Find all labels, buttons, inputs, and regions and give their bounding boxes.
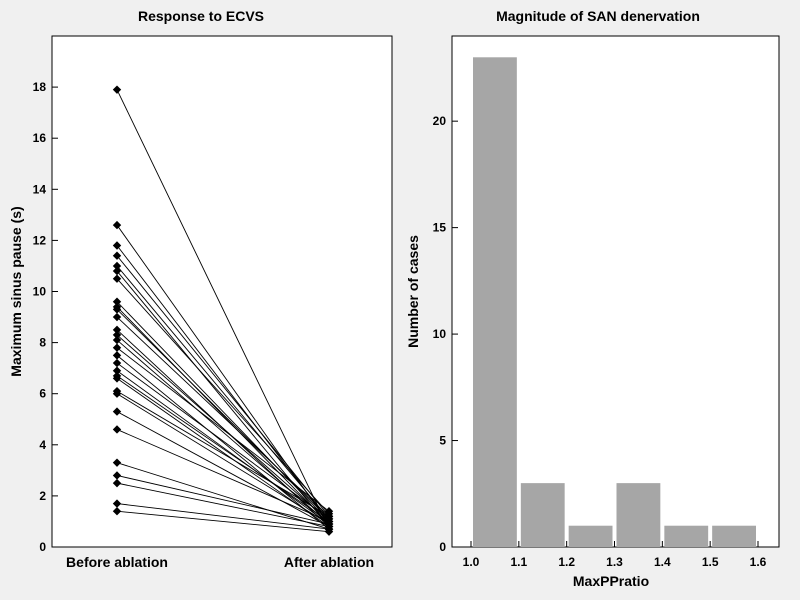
right-chart: Magnitude of SAN denervation 0 5 10 15 20 1.… bbox=[405, 8, 780, 589]
x-tick-label: 1.6 bbox=[750, 555, 767, 569]
y-tick-label: 15 bbox=[433, 221, 447, 235]
histogram-bar-1 bbox=[520, 483, 565, 547]
y-tick-label: 8 bbox=[39, 336, 46, 350]
left-series-lines bbox=[116, 89, 330, 533]
histogram-bar-0 bbox=[473, 57, 517, 548]
after-point-20 bbox=[324, 512, 334, 521]
before-point-4 bbox=[112, 261, 122, 271]
pair-line-7 bbox=[116, 301, 330, 522]
x-tick-label: 1.5 bbox=[702, 555, 719, 569]
left-chart: Response to ECVS 0 2 4 6 8 10 12 14 16 18 Before … bbox=[8, 8, 393, 570]
before-point-7 bbox=[112, 297, 122, 306]
pair-line-22 bbox=[116, 411, 330, 527]
before-point-25 bbox=[112, 471, 122, 480]
right-y-axis-label: Number of cases bbox=[405, 235, 421, 348]
before-point-0 bbox=[112, 85, 122, 94]
before-point-28 bbox=[112, 507, 122, 516]
before-point-27 bbox=[112, 499, 122, 508]
y-tick-label: 16 bbox=[33, 131, 47, 145]
x-tick-label: 1.0 bbox=[463, 555, 480, 569]
right-chart-title: Magnitude of SAN denervation bbox=[496, 8, 700, 24]
before-point-16 bbox=[112, 358, 122, 368]
pair-line-6 bbox=[116, 278, 330, 515]
before-point-19 bbox=[112, 374, 122, 383]
pair-line-18 bbox=[116, 375, 330, 522]
pair-line-15 bbox=[116, 355, 330, 530]
left-y-axis: 0 2 4 6 8 10 12 14 16 18 bbox=[33, 80, 58, 554]
pair-line-8 bbox=[116, 306, 330, 525]
y-tick-label: 18 bbox=[33, 80, 47, 94]
x-category-label: After ablation bbox=[284, 554, 374, 570]
x-tick-label: 1.2 bbox=[558, 555, 575, 569]
before-point-24 bbox=[112, 458, 122, 467]
right-y-axis: 0 5 10 15 20 bbox=[433, 114, 458, 554]
y-tick-label: 10 bbox=[33, 285, 47, 299]
before-point-11 bbox=[112, 325, 122, 335]
after-point-28 bbox=[324, 527, 334, 536]
left-series-points bbox=[112, 85, 334, 536]
left-plot-area bbox=[51, 35, 393, 548]
after-point-14 bbox=[324, 507, 334, 516]
before-point-21 bbox=[112, 389, 122, 398]
pair-line-3 bbox=[116, 255, 330, 517]
before-point-26 bbox=[112, 478, 122, 488]
pair-line-0 bbox=[116, 89, 330, 530]
before-point-3 bbox=[112, 251, 122, 260]
x-tick-label: 1.3 bbox=[606, 555, 623, 569]
before-point-6 bbox=[112, 274, 122, 283]
histogram-bar-5 bbox=[712, 525, 756, 547]
before-point-13 bbox=[112, 335, 122, 345]
pair-line-23 bbox=[116, 429, 330, 522]
pair-line-17 bbox=[116, 370, 330, 525]
before-point-12 bbox=[112, 330, 122, 340]
y-tick-label: 5 bbox=[439, 434, 446, 448]
right-bars bbox=[473, 57, 756, 548]
left-chart-title: Response to ECVS bbox=[138, 8, 264, 24]
before-point-15 bbox=[112, 351, 122, 360]
x-category-label: Before ablation bbox=[66, 554, 168, 570]
y-tick-label: 0 bbox=[439, 540, 446, 554]
pair-line-16 bbox=[116, 362, 330, 520]
before-point-5 bbox=[112, 266, 122, 276]
histogram-bar-2 bbox=[568, 525, 613, 547]
y-tick-label: 4 bbox=[39, 438, 46, 452]
pair-line-25 bbox=[116, 475, 330, 525]
before-point-14 bbox=[112, 343, 122, 352]
right-x-axis-label: MaxPPratio bbox=[573, 573, 649, 589]
y-tick-label: 10 bbox=[433, 327, 447, 341]
pair-line-28 bbox=[116, 510, 330, 533]
pair-line-27 bbox=[116, 503, 330, 530]
before-point-17 bbox=[112, 366, 122, 375]
pair-line-21 bbox=[116, 393, 330, 525]
pair-line-24 bbox=[116, 462, 330, 530]
before-point-22 bbox=[112, 407, 122, 416]
y-tick-label: 6 bbox=[39, 387, 46, 401]
left-x-axis: Before ablation After ablation bbox=[66, 554, 374, 570]
pair-line-14 bbox=[116, 347, 330, 512]
before-point-2 bbox=[112, 241, 122, 250]
histogram-bar-4 bbox=[664, 525, 709, 547]
x-tick-label: 1.4 bbox=[654, 555, 671, 569]
pair-line-2 bbox=[116, 245, 330, 522]
y-tick-label: 0 bbox=[39, 540, 46, 554]
pair-line-12 bbox=[116, 334, 330, 522]
before-point-1 bbox=[112, 220, 122, 230]
before-point-10 bbox=[112, 312, 122, 322]
pair-line-4 bbox=[116, 265, 330, 520]
left-y-axis-label: Maximum sinus pause (s) bbox=[8, 206, 24, 376]
y-tick-label: 2 bbox=[39, 489, 46, 503]
pair-line-10 bbox=[116, 316, 330, 517]
pair-line-20 bbox=[116, 390, 330, 517]
y-tick-label: 12 bbox=[33, 233, 47, 247]
pair-line-26 bbox=[116, 482, 330, 528]
histogram-bar-3 bbox=[616, 483, 661, 547]
y-tick-label: 14 bbox=[33, 182, 47, 196]
right-x-axis: 1.0 1.1 1.2 1.3 1.4 1.5 1.6 bbox=[463, 541, 767, 569]
before-point-9 bbox=[112, 305, 122, 314]
before-point-23 bbox=[112, 425, 122, 434]
x-tick-label: 1.1 bbox=[510, 555, 527, 569]
y-tick-label: 20 bbox=[433, 114, 447, 128]
